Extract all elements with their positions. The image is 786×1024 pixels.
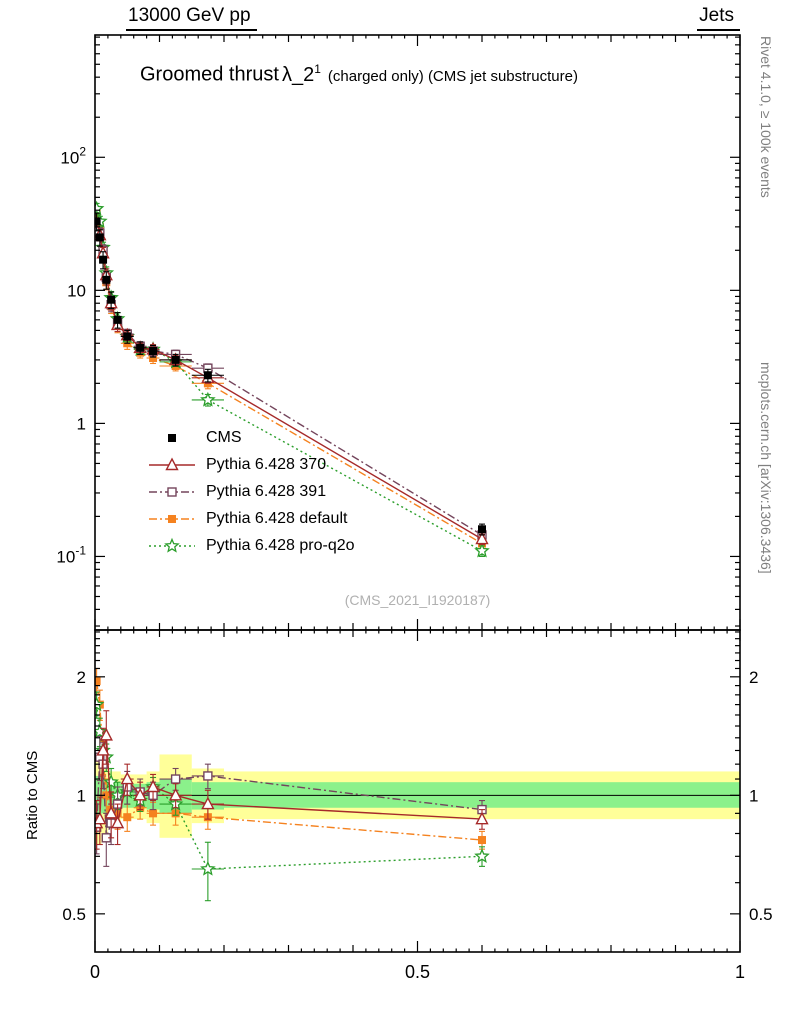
y-main-tick-label: 1 (77, 414, 86, 433)
pythia-370-marker-icon (149, 456, 195, 470)
cms-marker-icon (168, 433, 176, 442)
y-ratio-tick-label-right: 1 (749, 786, 758, 805)
legend-item-pythia-default: Pythia 6.428 default (148, 505, 355, 532)
legend-item-pythia-370: Pythia 6.428 370 (148, 451, 355, 478)
legend-label-pythia-pro-q2o: Pythia 6.428 pro-q2o (206, 536, 355, 554)
legend-item-pythia-pro-q2o: Pythia 6.428 pro-q2o (148, 532, 355, 559)
ratio-series (95, 667, 490, 902)
analysis-id-watermark: (CMS_2021_I1920187) (344, 592, 491, 608)
plot-title-symbol: λ_2 (281, 63, 315, 86)
rivet-version-label: Rivet 4.1.0, ≥ 100k events (758, 36, 774, 198)
beam-energy-label: 13000 GeV pp (126, 4, 257, 31)
analysis-group-label: Jets (697, 4, 740, 31)
pythia-pro-q2o-marker-icon (149, 537, 195, 553)
ratio-series-pythia-370 (95, 710, 489, 850)
y-main-tick-label: 102 (60, 144, 86, 167)
x-tick-label: 0 (90, 962, 100, 982)
axis-ticks (94, 35, 741, 952)
main-series (95, 200, 490, 558)
y-ratio-tick-label-right: 2 (749, 668, 758, 687)
legend-label-pythia-391: Pythia 6.428 391 (206, 482, 327, 500)
legend-label-pythia-default: Pythia 6.428 default (206, 509, 348, 527)
legend-label-pythia-370: Pythia 6.428 370 (206, 455, 327, 473)
plot-title-text: Groomed thrust (140, 63, 279, 86)
y-ratio-tick-label: 0.5 (62, 905, 86, 924)
axis-tick-labels: 102 10 1 10-1 2 2 1 1 0.5 0.5 0 0.5 1 (56, 144, 772, 982)
plot-title-superscript: 1 (314, 62, 321, 76)
legend-item-cms: CMS (148, 424, 355, 451)
main-series-cms (95, 212, 486, 536)
mcplots-citation-label: mcplots.cern.ch [arXiv:1306.3436] (758, 362, 774, 574)
y-ratio-tick-label: 2 (77, 668, 86, 687)
y-ratio-tick-label-right: 0.5 (749, 905, 773, 924)
legend: CMS Pythia 6.428 370 Pythia 6.428 391 Py… (148, 424, 355, 559)
y-main-tick-label: 10 (67, 281, 86, 300)
y-main-tick-label: 10-1 (56, 543, 86, 566)
legend-label-cms: CMS (206, 428, 242, 446)
ratio-axis-title: Ratio to CMS (24, 750, 41, 840)
legend-item-pythia-391: Pythia 6.428 391 (148, 478, 355, 505)
plot-title-suffix: (charged only) (CMS jet substructure) (327, 67, 578, 85)
y-ratio-tick-label: 1 (77, 786, 86, 805)
x-tick-label: 0.5 (405, 962, 430, 982)
pythia-default-marker-icon (149, 514, 195, 523)
plot-title: Groomed thrust λ_21 (charged only) (CMS je… (140, 62, 578, 87)
pythia-391-marker-icon (149, 486, 195, 497)
x-tick-label: 1 (735, 962, 745, 982)
